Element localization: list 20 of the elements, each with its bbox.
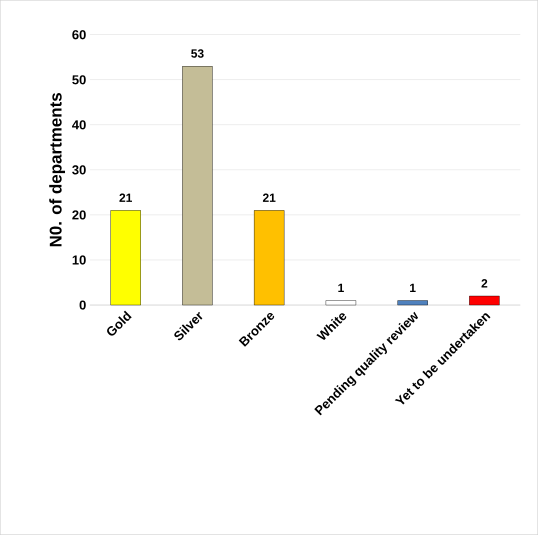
- data-label: 53: [191, 49, 204, 58]
- bar: [326, 300, 356, 306]
- data-label: 2: [481, 279, 488, 288]
- y-tick-label: 50: [72, 75, 86, 84]
- data-label: 21: [262, 194, 276, 202]
- y-tick-label: 40: [72, 120, 86, 130]
- y-tick-label: 30: [72, 165, 86, 174]
- y-tick-label: 10: [72, 255, 86, 265]
- y-axis-title: N0. of departments: [49, 93, 66, 246]
- data-label: 1: [410, 284, 416, 292]
- bar: [254, 210, 284, 306]
- bar: [469, 296, 500, 306]
- bar: [397, 300, 428, 306]
- y-tick-label: 0: [80, 300, 86, 310]
- y-tick-label: 60: [72, 30, 86, 40]
- bar: [182, 66, 213, 306]
- bar: [110, 210, 141, 306]
- y-tick-label: 20: [72, 210, 86, 220]
- data-label: 21: [119, 194, 132, 202]
- data-label: 1: [338, 284, 344, 292]
